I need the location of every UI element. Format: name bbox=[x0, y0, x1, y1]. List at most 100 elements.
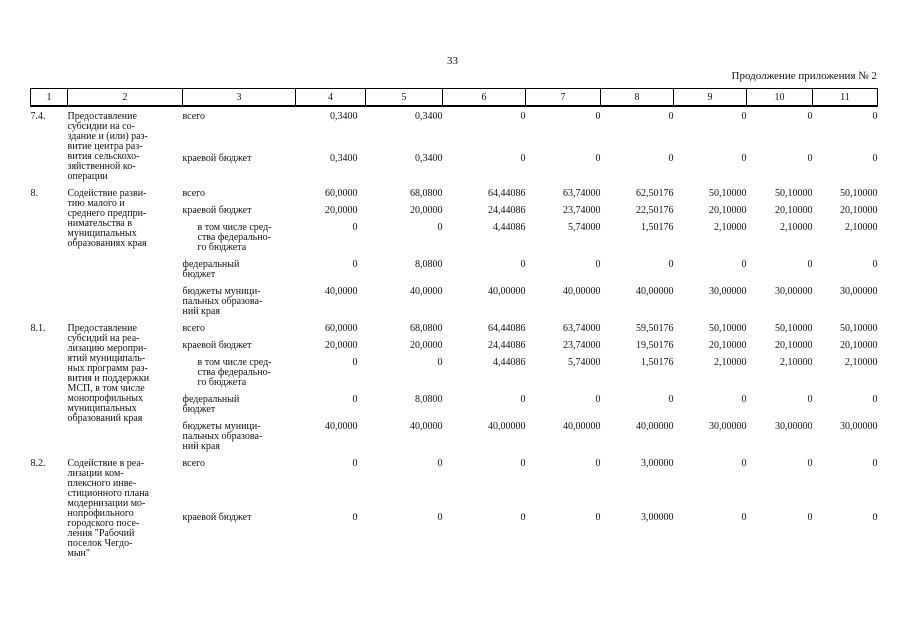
value-cell: 0 bbox=[807, 394, 813, 405]
value-cell: 0 bbox=[872, 152, 878, 164]
value-cell: 1,50176 bbox=[641, 357, 674, 368]
table-body: 7.4. Предоставление субсидии на со- здани… bbox=[31, 106, 878, 566]
item-number: 7.4. bbox=[30, 111, 46, 122]
funding-source-label: краевой бюджет bbox=[182, 152, 252, 164]
value-cell: 0 bbox=[872, 259, 878, 270]
value-cell: 20,0000 bbox=[410, 205, 443, 216]
appendix-table: 1 2 3 4 5 6 7 8 9 10 11 7.4. Предоставлен… bbox=[30, 88, 878, 566]
value-cell: 0 bbox=[520, 111, 526, 122]
value-cell: 0 bbox=[741, 394, 747, 405]
value-cell: 23,74000 bbox=[563, 340, 601, 351]
budget-line-row: краевой бюджет 20,0000 20,0000 24,44086 23,7… bbox=[31, 341, 878, 358]
value-cell: 0 bbox=[595, 259, 601, 270]
column-number-header: 1 bbox=[30, 88, 68, 107]
value-cell: 0 bbox=[437, 511, 443, 523]
budget-line-row: бюджеты муници- пальных образова- ний кр… bbox=[31, 422, 878, 459]
value-cell: 8,0800 bbox=[415, 394, 443, 405]
value-cell: 2,10000 bbox=[714, 222, 747, 233]
funding-source-label: бюджеты муници- пальных образова- ний кр… bbox=[182, 286, 263, 317]
value-cell: 0 bbox=[437, 357, 443, 368]
value-cell: 40,0000 bbox=[410, 286, 443, 297]
value-cell: 0 bbox=[520, 511, 526, 523]
budget-line-row: 7.4. Предоставление субсидии на со- здани… bbox=[31, 106, 878, 182]
funding-source-label: бюджеты муници- пальных образова- ний кр… bbox=[182, 421, 263, 452]
column-number-header: 5 bbox=[365, 88, 443, 107]
column-number-header: 7 bbox=[525, 88, 601, 107]
value-cell: 0 bbox=[352, 222, 358, 233]
value-cell: 4,44086 bbox=[493, 222, 526, 233]
value-cell: 0 bbox=[741, 152, 747, 164]
budget-line-row: бюджеты муници- пальных образова- ний кр… bbox=[31, 287, 878, 324]
budget-line-row: 8. Содействие разви- тию малого и среднег… bbox=[31, 188, 878, 249]
value-cell: 50,10000 bbox=[840, 323, 878, 334]
value-cell: 0 bbox=[595, 111, 601, 122]
funding-source-label: краевой бюджет bbox=[182, 340, 252, 351]
value-cell: 0 bbox=[352, 511, 358, 523]
budget-line-row: 8.2. Содействие в реа- лизации ком- плекс… bbox=[31, 458, 878, 559]
value-cell: 0 bbox=[352, 394, 358, 405]
value-cell: 0 bbox=[668, 152, 674, 164]
funding-source-label: всего bbox=[182, 458, 206, 469]
value-cell: 63,74000 bbox=[563, 188, 601, 199]
column-number-header: 11 bbox=[812, 88, 878, 107]
value-cell: 24,44086 bbox=[488, 340, 526, 351]
column-number-header: 6 bbox=[442, 88, 526, 107]
value-cell: 20,10000 bbox=[840, 205, 878, 216]
value-cell: 60,0000 bbox=[325, 323, 358, 334]
item-name: Предоставление субсидий на реа- лизацию … bbox=[67, 323, 150, 424]
value-cell: 24,44086 bbox=[488, 205, 526, 216]
item-number: 8.1. bbox=[30, 323, 46, 334]
column-number-header-row: 1 2 3 4 5 6 7 8 9 10 11 bbox=[30, 88, 878, 107]
value-cell: 0 bbox=[520, 394, 526, 405]
value-cell: 0 bbox=[807, 259, 813, 270]
page-number: 33 bbox=[447, 55, 458, 67]
value-cell: 0 bbox=[668, 394, 674, 405]
value-cell: 0 bbox=[807, 152, 813, 164]
value-cell: 19,50176 bbox=[636, 340, 674, 351]
value-cell: 0 bbox=[352, 259, 358, 270]
item-number: 8. bbox=[30, 188, 39, 199]
value-cell: 2,10000 bbox=[845, 222, 878, 233]
value-cell: 20,0000 bbox=[410, 340, 443, 351]
continuation-note: Продолжение приложения № 2 bbox=[731, 70, 877, 82]
budget-line-row: 8.1. Предоставление субсидий на реа- лиза… bbox=[31, 323, 878, 424]
value-cell: 22,50176 bbox=[636, 205, 674, 216]
budget-line-row: в том числе сред- ства федерально- го бю… bbox=[31, 223, 878, 260]
value-cell: 20,0000 bbox=[325, 340, 358, 351]
value-cell: 0 bbox=[807, 511, 813, 523]
value-cell: 20,10000 bbox=[709, 340, 747, 351]
value-cell: 0 bbox=[520, 259, 526, 270]
item-name: Содействие в реа- лизации ком- плексного… bbox=[67, 458, 150, 559]
budget-line-row: краевой бюджет 20,0000 20,0000 24,44086 23,7… bbox=[31, 206, 878, 223]
value-cell: 2,10000 bbox=[714, 357, 747, 368]
value-cell: 40,00000 bbox=[563, 286, 601, 297]
value-cell: 50,10000 bbox=[775, 323, 813, 334]
value-cell: 0 bbox=[668, 111, 674, 122]
value-cell: 64,44086 bbox=[488, 323, 526, 334]
value-cell: 30,00000 bbox=[840, 421, 878, 432]
value-cell: 0 bbox=[872, 394, 878, 405]
value-cell: 50,10000 bbox=[709, 323, 747, 334]
value-cell: 4,44086 bbox=[493, 357, 526, 368]
value-cell: 68,0800 bbox=[410, 188, 443, 199]
value-cell: 30,00000 bbox=[840, 286, 878, 297]
funding-source-label: всего bbox=[182, 323, 206, 334]
value-cell: 40,00000 bbox=[563, 421, 601, 432]
funding-source-label: в том числе сред- ства федерально- го бю… bbox=[197, 222, 272, 253]
column-number-header: 8 bbox=[600, 88, 674, 107]
value-cell: 20,0000 bbox=[325, 205, 358, 216]
value-cell: 0 bbox=[668, 259, 674, 270]
value-cell: 0,3400 bbox=[415, 152, 443, 164]
column-number-header: 10 bbox=[746, 88, 813, 107]
value-cell: 0,3400 bbox=[330, 111, 358, 122]
value-cell: 50,10000 bbox=[775, 188, 813, 199]
value-cell: 0 bbox=[807, 111, 813, 122]
value-cell: 50,10000 bbox=[840, 188, 878, 199]
item-number: 8.2. bbox=[30, 458, 46, 469]
value-cell: 59,50176 bbox=[636, 323, 674, 334]
column-number-header: 9 bbox=[673, 88, 747, 107]
value-cell: 1,50176 bbox=[641, 222, 674, 233]
value-cell: 62,50176 bbox=[636, 188, 674, 199]
value-cell: 3,00000 bbox=[641, 458, 674, 469]
item-name: Содействие разви- тию малого и среднего … bbox=[67, 188, 147, 249]
